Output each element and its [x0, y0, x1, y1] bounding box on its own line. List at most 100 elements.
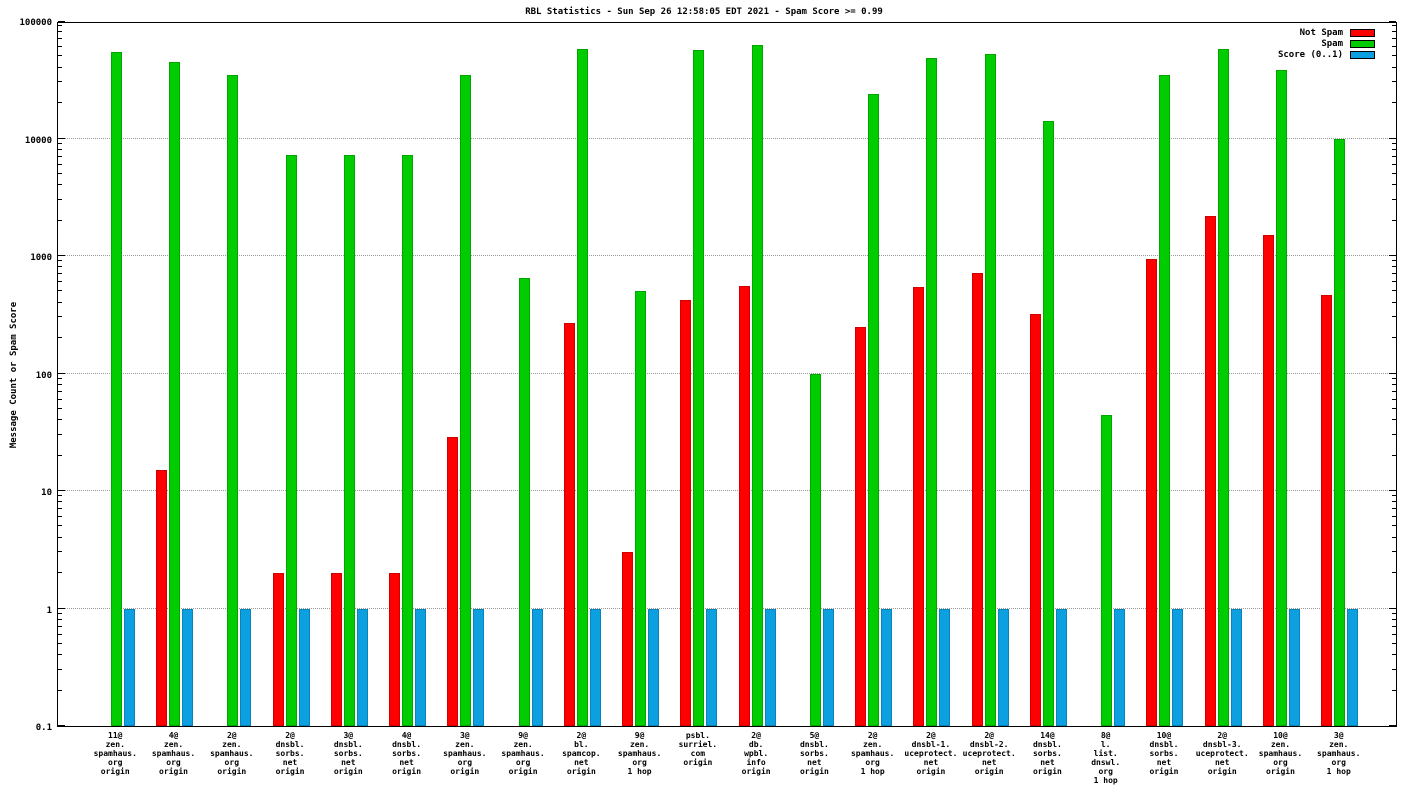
- x-category-label: 2@ dnsbl-1. uceprotect. net origin: [904, 731, 958, 776]
- x-category-label: psbl. surriel. com origin: [678, 731, 718, 767]
- legend: Not Spam Spam Score (0..1): [1278, 27, 1375, 60]
- bar-not-spam: [738, 285, 750, 726]
- y-tick-minor: [58, 66, 62, 68]
- y-tick-minor: [1392, 337, 1396, 339]
- y-tick-minor: [1392, 198, 1396, 200]
- y-tick-minor: [58, 337, 62, 339]
- y-tick-label: 100: [35, 370, 52, 381]
- y-tick-minor: [1392, 668, 1396, 670]
- y-tick-major: [1389, 137, 1396, 139]
- bar-not-spam: [1146, 258, 1158, 726]
- bar-score-0-1-: [1055, 608, 1067, 726]
- bar-not-spam: [389, 573, 401, 726]
- y-tick-minor: [58, 377, 62, 379]
- bar-spam: [984, 54, 996, 726]
- bar-score-0-1-: [997, 608, 1009, 726]
- y-tick-minor: [1392, 148, 1396, 150]
- y-gridline: [58, 490, 1396, 491]
- y-tick-minor: [58, 398, 62, 400]
- bar-score-0-1-: [1230, 608, 1242, 726]
- y-tick-minor: [1392, 390, 1396, 392]
- bar-score-0-1-: [123, 608, 135, 726]
- y-tick-minor: [58, 102, 62, 104]
- bar-spam: [926, 58, 938, 726]
- y-tick-minor: [1392, 31, 1396, 33]
- y-tick-minor: [58, 198, 62, 200]
- bar-spam: [635, 291, 647, 726]
- legend-item-spam: Spam: [1278, 38, 1375, 49]
- y-gridline: [58, 137, 1396, 139]
- y-tick-minor: [58, 273, 62, 275]
- y-tick-minor: [58, 281, 62, 283]
- y-tick-minor: [1392, 612, 1396, 614]
- y-tick-minor: [1392, 433, 1396, 435]
- y-tick-minor: [1392, 155, 1396, 157]
- bar-score-0-1-: [706, 608, 718, 726]
- bar-score-0-1-: [1172, 608, 1184, 726]
- legend-item-score: Score (0..1): [1278, 49, 1375, 60]
- bar-score-0-1-: [356, 608, 368, 726]
- y-tick-major: [1389, 21, 1396, 22]
- y-tick-minor: [58, 390, 62, 392]
- y-tick-minor: [58, 38, 62, 40]
- bar-not-spam: [1321, 294, 1333, 726]
- y-tick-minor: [1392, 625, 1396, 627]
- y-tick-minor: [1392, 689, 1396, 691]
- bar-spam: [343, 155, 355, 726]
- y-tick-minor: [58, 219, 62, 221]
- y-tick-major: [58, 21, 65, 22]
- y-tick-minor: [58, 433, 62, 435]
- bar-not-spam: [1262, 235, 1274, 726]
- y-tick-minor: [1392, 501, 1396, 503]
- y-tick-minor: [1392, 38, 1396, 40]
- y-tick-minor: [1392, 142, 1396, 144]
- y-tick-minor: [58, 172, 62, 174]
- chart-title: RBL Statistics - Sun Sep 26 12:58:05 EDT…: [525, 7, 883, 17]
- y-tick-major: [58, 490, 65, 491]
- y-tick-minor: [58, 46, 62, 48]
- y-tick-minor: [1392, 316, 1396, 318]
- legend-label: Score (0..1): [1277, 49, 1343, 60]
- y-tick-label: 10000: [24, 135, 52, 146]
- y-tick-minor: [58, 572, 62, 574]
- bar-score-0-1-: [415, 608, 427, 726]
- y-tick-minor: [58, 407, 62, 409]
- y-tick-minor: [1392, 81, 1396, 83]
- y-tick-minor: [1392, 419, 1396, 421]
- bar-not-spam: [855, 326, 867, 726]
- y-tick-minor: [1392, 172, 1396, 174]
- bar-spam: [1217, 48, 1229, 726]
- bar-score-0-1-: [1347, 608, 1359, 726]
- y-tick-major: [58, 607, 65, 609]
- y-tick-label: 10: [41, 488, 52, 498]
- legend-label: Not Spam: [1299, 27, 1343, 38]
- x-category-label: 2@ bl. spamcop. net origin: [562, 731, 601, 776]
- legend-swatch-not-spam: [1350, 28, 1375, 37]
- y-tick-minor: [1392, 516, 1396, 518]
- bar-spam: [868, 93, 880, 726]
- y-tick-label: 0.1: [35, 723, 52, 733]
- y-tick-minor: [1392, 55, 1396, 57]
- y-tick-minor: [1392, 377, 1396, 379]
- x-category-label: 2@ zen. spamhaus. org 1 hop: [850, 731, 895, 776]
- bar-not-spam: [971, 272, 983, 726]
- y-tick-minor: [58, 419, 62, 421]
- bar-not-spam: [156, 470, 168, 726]
- y-tick-minor: [1392, 219, 1396, 221]
- y-tick-minor: [1392, 266, 1396, 268]
- legend-item-not-spam: Not Spam: [1278, 27, 1375, 38]
- x-category-label: 14@ dnsbl. sorbs. net origin: [1032, 731, 1062, 776]
- y-tick-label: 1000: [30, 253, 52, 263]
- y-tick-minor: [1392, 102, 1396, 104]
- x-category-label: 10@ dnsbl. sorbs. net origin: [1149, 731, 1179, 776]
- x-category-label: 2@ dnsbl. sorbs. net origin: [275, 731, 305, 776]
- bar-not-spam: [622, 552, 634, 726]
- bar-spam: [227, 74, 239, 726]
- y-tick-label: 100000: [19, 18, 52, 28]
- bar-spam: [576, 48, 588, 726]
- bar-score-0-1-: [881, 608, 893, 726]
- y-gridline: [58, 255, 1396, 256]
- y-tick-minor: [1392, 290, 1396, 292]
- y-tick-minor: [58, 454, 62, 456]
- y-tick-minor: [58, 155, 62, 157]
